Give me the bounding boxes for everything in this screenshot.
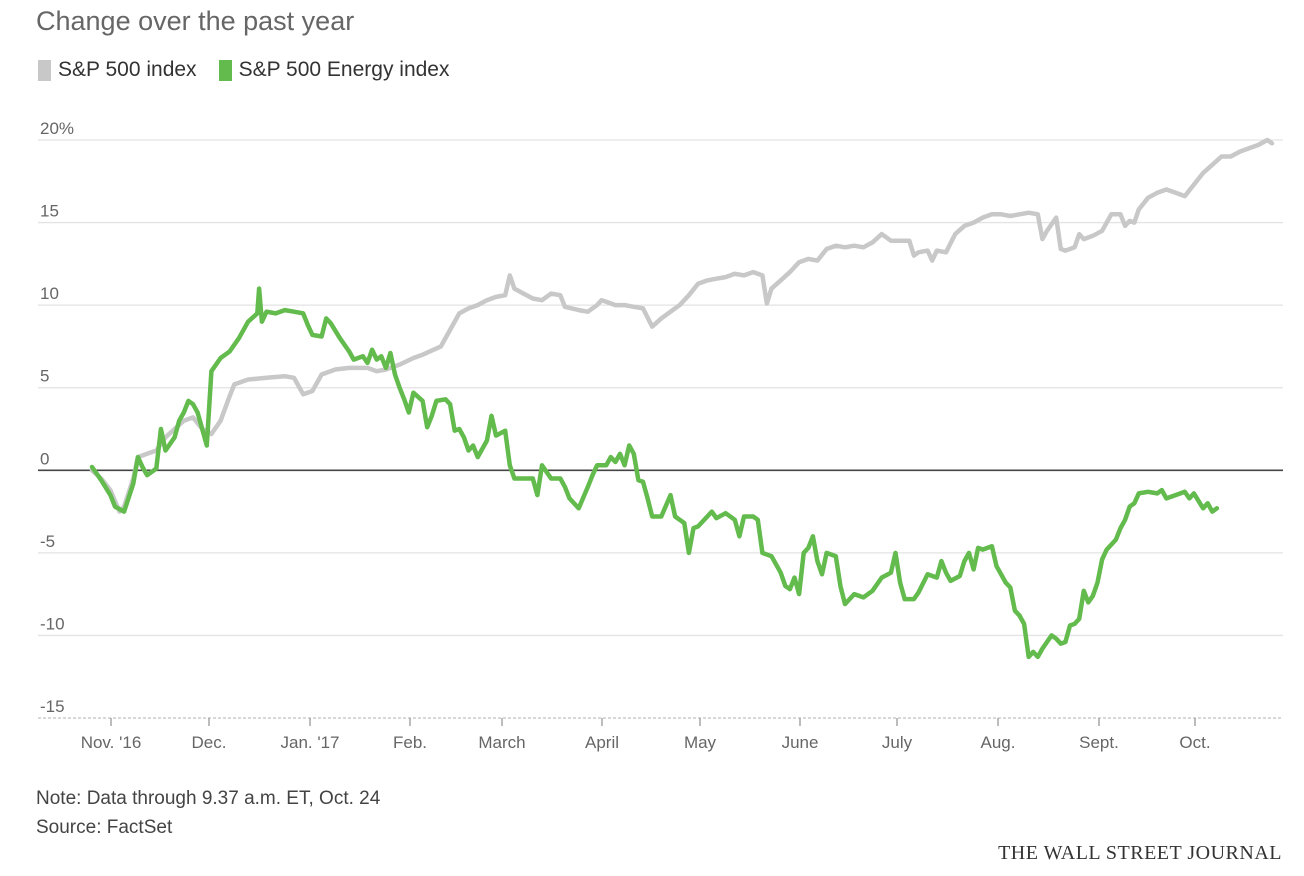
publisher-logo: THE WALL STREET JOURNAL [998, 842, 1282, 864]
x-tick-label: Oct. [1179, 733, 1210, 752]
x-tick-label: Feb. [393, 733, 427, 752]
y-tick-label: 10 [40, 284, 59, 303]
legend-item-sp500: S&P 500 index [38, 58, 197, 82]
x-tick-label: Dec. [192, 733, 227, 752]
x-tick-label: Nov. '16 [81, 733, 142, 752]
y-tick-label: -5 [40, 532, 55, 551]
chart-title: Change over the past year [36, 6, 355, 36]
x-tick-label: May [684, 733, 717, 752]
x-tick-label: June [782, 733, 819, 752]
y-tick-label: 0 [40, 449, 49, 468]
x-tick-label: April [585, 733, 619, 752]
x-tick-label: Sept. [1079, 733, 1119, 752]
series-lines [89, 137, 1275, 660]
y-tick-label: -15 [40, 697, 65, 716]
legend-swatch-energy [218, 59, 232, 81]
chart-legend: S&P 500 index S&P 500 Energy index [38, 58, 472, 82]
y-tick-label: -10 [40, 614, 65, 633]
grid-lines [38, 139, 1283, 719]
x-tick-label: Jan. '17 [280, 733, 339, 752]
legend-item-energy: S&P 500 Energy index [218, 58, 450, 82]
source-text: Source: FactSet [36, 817, 173, 838]
series-line-energy [89, 286, 1220, 660]
x-tick-label: March [478, 733, 525, 752]
y-axis-ticks: 20% 15 10 5 0 -5 -10 -15 [40, 119, 74, 716]
y-tick-label: 20% [40, 119, 74, 138]
note-text: Note: Data through 9.37 a.m. ET, Oct. 24 [36, 788, 381, 809]
series-line-sp500 [89, 137, 1275, 514]
legend-swatch-sp500 [38, 59, 51, 81]
x-tick-label: July [882, 733, 913, 752]
chart-notes: Note: Data through 9.37 a.m. ET, Oct. 24… [36, 784, 380, 842]
y-tick-label: 15 [40, 202, 59, 221]
x-axis-ticks: Nov. '16 Dec. Jan. '17 Feb. March April May Jun… [81, 718, 1211, 752]
y-tick-label: 5 [40, 367, 49, 386]
legend-label-sp500: S&P 500 index [58, 58, 197, 81]
x-tick-label: Aug. [981, 733, 1016, 752]
legend-label-energy: S&P 500 Energy index [238, 58, 450, 81]
